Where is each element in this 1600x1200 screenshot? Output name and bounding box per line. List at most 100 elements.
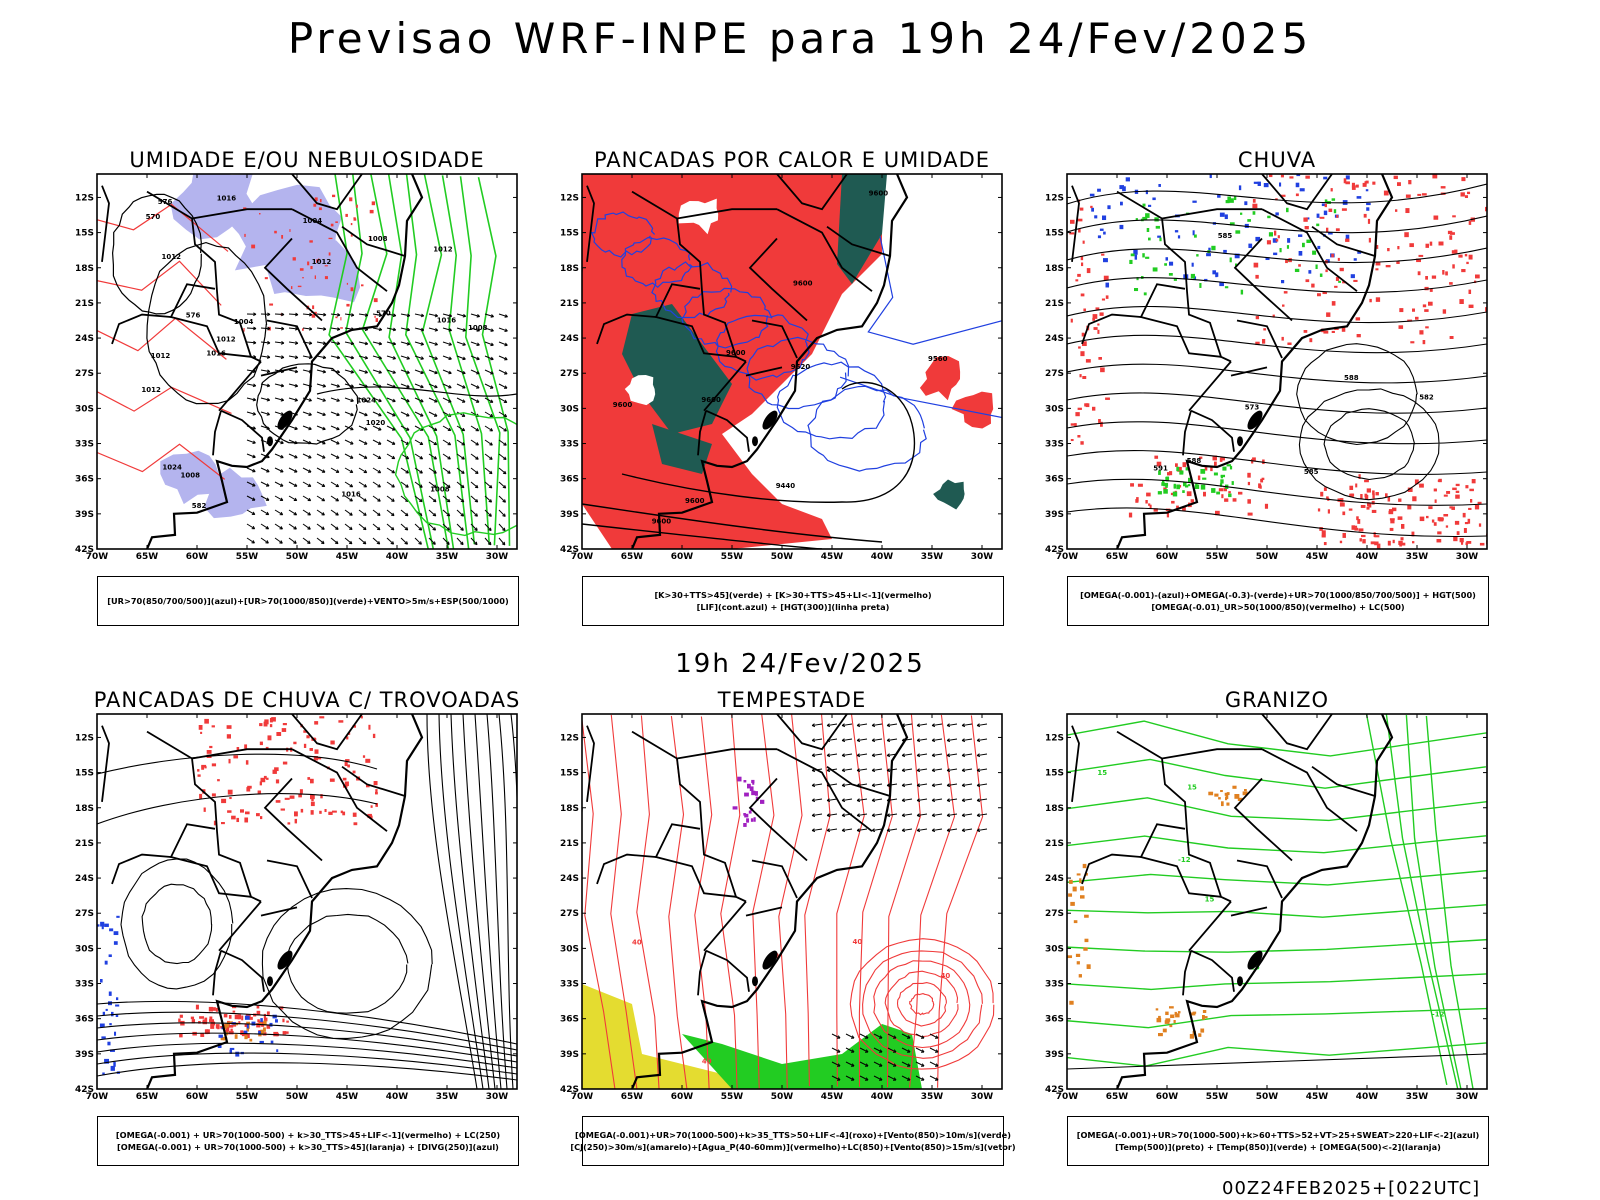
map-layers: 9600 9600 9600 9600 9560 9600 9600 9520 9440 9600 xyxy=(582,174,1002,549)
lon-tick-label: 50W xyxy=(286,552,309,562)
lon-tick-label: 65W xyxy=(136,1092,159,1102)
map-frame xyxy=(581,713,1003,1090)
contour-label: 9600 xyxy=(701,396,721,404)
lon-tick-label: 70W xyxy=(1056,552,1079,562)
lat-tick-label: 39S xyxy=(1045,510,1064,520)
lon-tick-label: 60W xyxy=(671,552,694,562)
legend-line: [LIF](cont.azul) + [HGT(300)](linha pret… xyxy=(696,602,890,612)
lon-tick-label: 40W xyxy=(871,1092,894,1102)
lon-tick-label: 65W xyxy=(136,552,159,562)
lat-tick-label: 18S xyxy=(1045,264,1064,274)
contour-label: 9440 xyxy=(776,482,796,490)
lon-tick-label: 45W xyxy=(336,1092,359,1102)
lat-tick-label: 15S xyxy=(560,769,579,779)
lon-tick-label: 60W xyxy=(186,1092,209,1102)
lon-tick-label: 50W xyxy=(1256,1092,1279,1102)
lat-tick-label: 30S xyxy=(75,944,94,954)
lon-tick-label: 65W xyxy=(621,552,644,562)
lon-tick-label: 65W xyxy=(1106,552,1129,562)
lat-tick-label: 12S xyxy=(1045,733,1064,743)
lon-tick-label: 45W xyxy=(821,552,844,562)
contour-label: 9560 xyxy=(928,355,948,363)
lat-tick-label: 39S xyxy=(75,1050,94,1060)
contour-label: 1016 xyxy=(217,194,237,202)
contour-label: 576 xyxy=(186,312,201,320)
lat-tick-label: 18S xyxy=(1045,804,1064,814)
lat-tick-label: 15S xyxy=(1045,229,1064,239)
map-panel: PANCADAS POR CALOR E UMIDADE 9600 9600 9600… xyxy=(560,148,1072,653)
contour-label: 591 xyxy=(1153,465,1168,473)
lat-tick-label: 39S xyxy=(560,1050,579,1060)
lat-tick-label: 27S xyxy=(75,909,94,919)
lat-tick-label: 27S xyxy=(560,369,579,379)
legend-line: [OMEGA(-0.001) + UR>70(1000-500) + k>30_… xyxy=(117,1142,499,1152)
lat-tick-label: 24S xyxy=(1045,334,1064,344)
lon-tick-label: 60W xyxy=(1156,552,1179,562)
lon-tick-label: 60W xyxy=(671,1092,694,1102)
map-frame xyxy=(581,173,1003,550)
lon-tick-label: 50W xyxy=(1256,552,1279,562)
lat-tick-label: 42S xyxy=(1045,545,1064,555)
contour-label: 9520 xyxy=(791,363,811,371)
contour-label: 1012 xyxy=(433,245,453,253)
lat-tick-label: 39S xyxy=(560,510,579,520)
geography xyxy=(97,714,424,1089)
lat-tick-label: 33S xyxy=(1045,440,1064,450)
lat-tick-label: 21S xyxy=(560,839,579,849)
lat-tick-label: 12S xyxy=(560,193,579,203)
contour-label: 1008 xyxy=(430,486,450,494)
map-frame xyxy=(1066,713,1488,1090)
map-frame xyxy=(1066,173,1488,550)
legend-line: [OMEGA(-0.001)+UR>70(1000-500)+k>35_TTS>… xyxy=(575,1130,1011,1140)
map-layers: 4040404040 xyxy=(582,714,1002,1089)
lat-tick-label: 18S xyxy=(560,804,579,814)
contour-label: 9600 xyxy=(726,349,746,357)
contour-label: 1012 xyxy=(216,335,236,343)
contour-label: 588 xyxy=(1344,374,1359,382)
lon-tick-label: 35W xyxy=(1406,552,1429,562)
lat-tick-label: 27S xyxy=(1045,369,1064,379)
contour-label: 570 xyxy=(146,213,161,221)
map-plot: 1012 1008 1008 1012 1016 1016 1016 1012 1008 1012… xyxy=(75,173,518,562)
contour-label: 9600 xyxy=(793,280,813,288)
lon-tick-label: 65W xyxy=(1106,1092,1129,1102)
legend-line: [OMEGA(-0.001) + UR>70(1000-500) + k>30_… xyxy=(115,1130,501,1140)
legend-line: [OMEGA(-0.01)_UR>50(1000/850)(vermelho) … xyxy=(1151,602,1405,612)
contour-label: -12 xyxy=(1432,1011,1445,1019)
map-panel: PANCADAS DE CHUVA C/ TROVOADAS 12S 15S 18S 2… xyxy=(75,688,587,1193)
lat-tick-label: 39S xyxy=(75,510,94,520)
map-layers xyxy=(97,714,517,1089)
panel-title: PANCADAS POR CALOR E UMIDADE xyxy=(593,148,991,172)
lon-tick-label: 30W xyxy=(486,1092,509,1102)
contour-label: 1016 xyxy=(206,350,226,358)
lat-tick-label: 12S xyxy=(1045,193,1064,203)
lat-tick-label: 30S xyxy=(560,944,579,954)
map-panel: TEMPESTADE404040404012S15S18S21S24S27S30… xyxy=(560,688,1072,1193)
lat-tick-label: 36S xyxy=(1045,1015,1064,1025)
contour-label: 1024 xyxy=(357,397,377,405)
contour-label: 573 xyxy=(1245,403,1260,411)
main-title: Previsao WRF-INPE para 19h 24/Fev/2025 xyxy=(287,14,1313,63)
lon-tick-label: 40W xyxy=(871,552,894,562)
contour-label: 1012 xyxy=(312,258,332,266)
lat-tick-label: 18S xyxy=(75,804,94,814)
panel-legend: [OMEGA(-0.001) + UR>70(1000-500) + k>30_… xyxy=(97,1116,519,1166)
lat-tick-label: 42S xyxy=(560,1085,579,1095)
panel-title: UMIDADE E/OU NEBULOSIDADE xyxy=(129,148,485,172)
lat-tick-label: 27S xyxy=(560,909,579,919)
contour-label: 40 xyxy=(853,938,863,946)
contour-label: 40 xyxy=(632,939,642,947)
lon-tick-label: 55W xyxy=(1206,552,1229,562)
panel-legend: [OMEGA(-0.001)+UR>70(1000-500)+k>60+TTS>… xyxy=(1067,1116,1489,1166)
lat-tick-label: 33S xyxy=(560,440,579,450)
lat-tick-label: 15S xyxy=(1045,769,1064,779)
map-panel: GRANIZO15151515-12-1212S15S18S21S24S27S3… xyxy=(1045,688,1557,1193)
lon-tick-label: 45W xyxy=(336,552,359,562)
lat-tick-label: 42S xyxy=(560,545,579,555)
contour-label: 40 xyxy=(941,972,951,980)
lat-tick-label: 42S xyxy=(75,1085,94,1095)
panel-title: CHUVA xyxy=(1237,148,1317,172)
